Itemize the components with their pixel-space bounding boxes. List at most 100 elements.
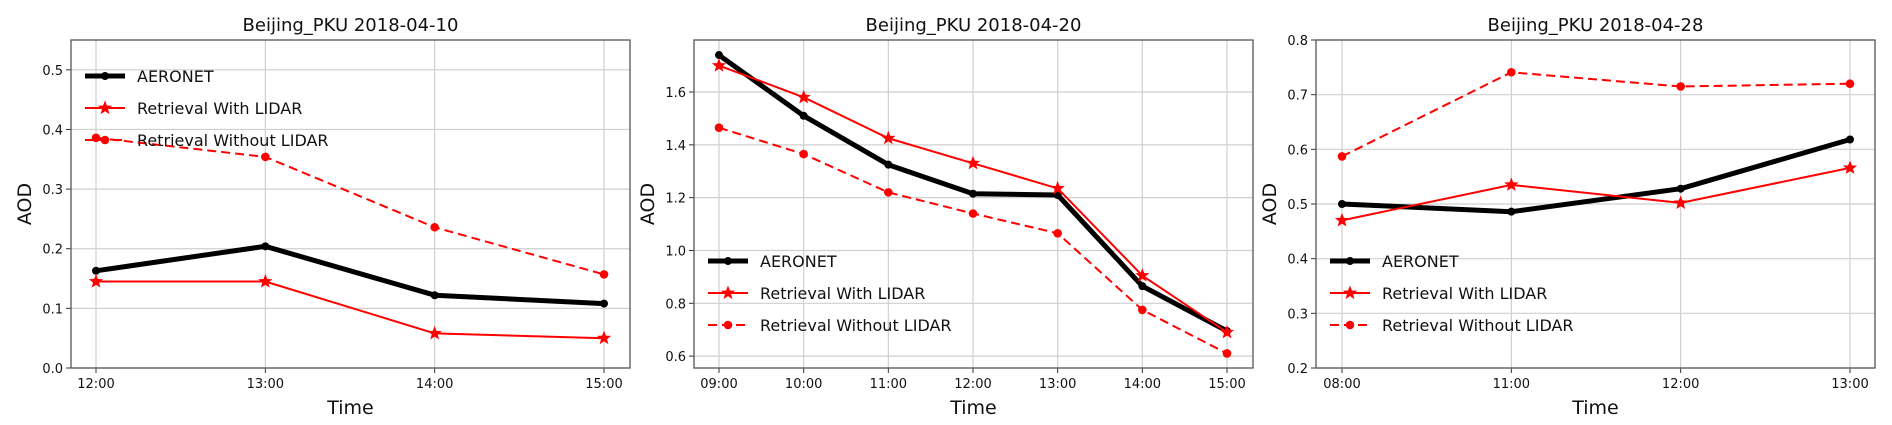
x-tick-label: 13:00 (1831, 377, 1868, 392)
y-tick-label: 0.6 (1287, 143, 1308, 158)
x-tick-label: 11:00 (870, 377, 907, 392)
series-line (1341, 137, 1851, 215)
legend: AERONET Retrieval With LIDAR Retrieval Wit… (708, 252, 952, 335)
circle-marker (799, 111, 808, 120)
circle-marker (1138, 282, 1147, 291)
y-axis-label: AOD (14, 183, 36, 225)
x-tick-label: 09:00 (700, 377, 737, 392)
legend-item: Retrieval With LIDAR (708, 284, 925, 303)
circle-marker (724, 257, 732, 265)
star-marker (1050, 180, 1065, 195)
series-line (1341, 166, 1851, 222)
circle-marker (430, 222, 439, 232)
series-line (1341, 71, 1851, 158)
x-axis-label: Time (326, 397, 374, 419)
chart-panel-2: 09:00 10:00 11:00 12:00 13:00 14:00 15:00 0.6 0.… (637, 15, 1254, 419)
circle-marker (1053, 191, 1062, 200)
plot-frame (70, 39, 631, 369)
y-tick-label: 0.8 (665, 297, 686, 312)
y-tick-label: 1.6 (665, 86, 686, 101)
x-tick-label: 10:00 (785, 377, 822, 392)
circle-marker (92, 266, 100, 275)
circle-marker (884, 188, 893, 197)
star-marker (1504, 177, 1519, 191)
y-tick-label: 0.3 (42, 183, 63, 198)
circle-marker (101, 72, 109, 80)
circle-marker (1846, 135, 1854, 144)
legend-label: AERONET (137, 67, 214, 86)
x-tick-label: 12:00 (1662, 377, 1699, 392)
legend: AERONET Retrieval With LIDAR Retrieval Wit… (85, 67, 329, 150)
circle-marker (599, 270, 609, 279)
legend-item: Retrieval With LIDAR (1330, 284, 1547, 303)
series-retrieval-with-lidar (88, 274, 612, 345)
y-tick-label: 0.6 (665, 350, 686, 365)
star-marker (97, 100, 113, 115)
star-marker (88, 274, 104, 288)
x-tick-label: 08:00 (1323, 377, 1360, 392)
x-tick-label: 14:00 (416, 377, 453, 392)
chart-title: Beijing_PKU 2018-04-20 (866, 15, 1082, 36)
x-tick-label: 11:00 (1493, 377, 1530, 392)
legend-label: Retrieval With LIDAR (760, 284, 925, 303)
circle-marker (261, 242, 270, 251)
legend-label: AERONET (1382, 252, 1459, 271)
y-axis-label: AOD (637, 183, 659, 225)
y-tick-label: 1.2 (665, 192, 686, 207)
legend-item: AERONET (1330, 252, 1459, 271)
star-marker (881, 130, 896, 145)
star-marker (1334, 212, 1350, 227)
y-tick-label: 0.5 (42, 64, 63, 79)
circle-marker (714, 123, 724, 132)
y-tick-label: 0.5 (1287, 198, 1308, 213)
legend-label: AERONET (760, 252, 837, 271)
x-tick-label: 13:00 (1039, 377, 1076, 392)
circle-marker (969, 189, 977, 198)
series-line (95, 136, 605, 276)
series-retrieval-with-lidar (711, 58, 1235, 339)
star-marker (796, 89, 811, 104)
circle-marker (1676, 184, 1685, 193)
series-line (95, 243, 605, 307)
circle-marker (1346, 257, 1354, 265)
y-tick-label: 0.7 (1287, 89, 1308, 104)
series-aeronet (1338, 135, 1854, 216)
circle-marker (968, 209, 978, 218)
legend-item: Retrieval Without LIDAR (85, 131, 329, 150)
circle-marker (1507, 67, 1516, 77)
x-tick-label: 15:00 (1208, 377, 1245, 392)
legend-item: Retrieval With LIDAR (85, 99, 302, 118)
y-tick-label: 0.0 (42, 362, 63, 377)
circle-marker (715, 51, 723, 60)
y-tick-label: 1.0 (665, 244, 686, 259)
star-marker (720, 285, 736, 300)
y-tick-label: 0.4 (42, 123, 63, 138)
circle-marker (100, 135, 110, 145)
x-axis-label: Time (1571, 397, 1619, 419)
star-marker (596, 330, 612, 345)
star-marker (1219, 324, 1235, 339)
series-retrieval-without-lidar (1337, 67, 1855, 161)
legend-item: AERONET (708, 252, 837, 271)
series-aeronet (715, 51, 1231, 336)
circle-marker (723, 320, 733, 330)
legend-item: Retrieval Without LIDAR (1330, 316, 1574, 335)
circle-marker (261, 152, 270, 162)
circle-marker (430, 291, 439, 300)
series-retrieval-with-lidar (1334, 160, 1858, 227)
star-marker (1673, 195, 1688, 209)
series-aeronet (92, 242, 608, 308)
y-tick-label: 0.3 (1287, 307, 1308, 322)
y-tick-label: 0.1 (42, 302, 63, 317)
x-tick-label: 13:00 (247, 377, 284, 392)
circle-marker (1507, 207, 1516, 216)
legend-item: AERONET (85, 67, 214, 86)
star-marker (1135, 268, 1150, 282)
series-retrieval-without-lidar (714, 123, 1232, 358)
legend-label: Retrieval With LIDAR (1382, 284, 1547, 303)
legend-label: Retrieval Without LIDAR (137, 131, 329, 150)
star-marker (1342, 285, 1358, 300)
circle-marker (1338, 200, 1346, 208)
legend-label: Retrieval Without LIDAR (1382, 316, 1574, 335)
